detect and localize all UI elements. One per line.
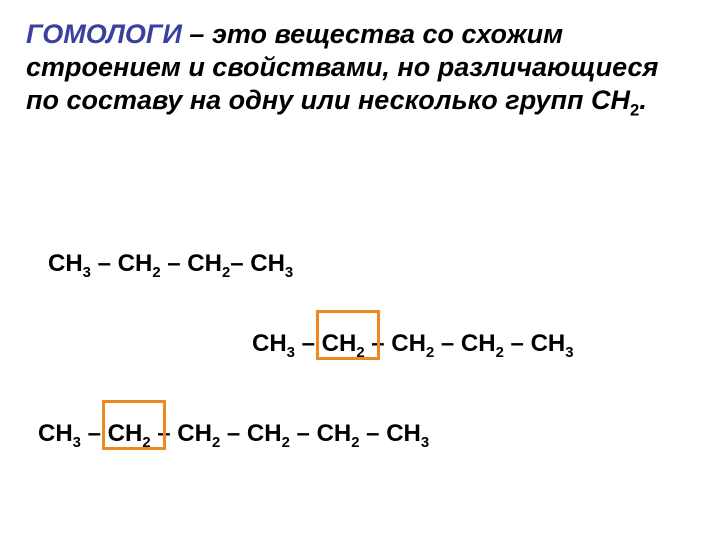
chem-sub: 2 bbox=[152, 265, 160, 281]
definition-ch2: 2 bbox=[630, 85, 639, 115]
definition-term: ГОМОЛОГИ bbox=[26, 19, 182, 49]
chem-sub: 3 bbox=[421, 435, 429, 451]
chem-group: CH bbox=[247, 420, 282, 447]
chem-sub: 3 bbox=[285, 265, 293, 281]
chem-sep: – bbox=[220, 420, 247, 447]
chem-sub: 3 bbox=[565, 345, 573, 361]
formula-pentane: CH3 – CH2 – CH2 – CH2 – CH3 bbox=[252, 330, 574, 358]
chem-group: CH bbox=[177, 420, 212, 447]
slide-root: ГОМОЛОГИ – это вещества со схожим строен… bbox=[0, 0, 720, 540]
chem-group: CH bbox=[461, 330, 496, 357]
formula-hexane: CH3 – CH2 – CH2 – CH2 – CH2 – CH3 bbox=[38, 420, 429, 448]
chem-sep: – bbox=[91, 250, 118, 277]
definition-ch2-sub: 2 bbox=[630, 100, 639, 119]
chem-group: CH bbox=[118, 250, 153, 277]
chem-sep: – bbox=[434, 330, 461, 357]
chem-sep: – bbox=[230, 250, 250, 277]
definition-paragraph: ГОМОЛОГИ – это вещества со схожим строен… bbox=[26, 18, 694, 117]
chem-sep: – bbox=[504, 330, 531, 357]
chem-sub: 3 bbox=[73, 435, 81, 451]
chem-group: CH bbox=[386, 420, 421, 447]
chem-sub: 2 bbox=[282, 435, 290, 451]
chem-group: CH bbox=[252, 330, 287, 357]
chem-group: CH bbox=[317, 420, 352, 447]
chem-group: CH bbox=[187, 250, 222, 277]
chem-group: CH bbox=[250, 250, 285, 277]
chem-sep: – bbox=[161, 250, 188, 277]
chem-sub: 2 bbox=[426, 345, 434, 361]
chem-sub: 2 bbox=[496, 345, 504, 361]
chem-group: CH bbox=[531, 330, 566, 357]
chem-sep: – bbox=[360, 420, 387, 447]
chem-sub: 3 bbox=[287, 345, 295, 361]
definition-dash: – bbox=[182, 19, 212, 49]
highlight-box-hexane-ch2 bbox=[102, 400, 166, 450]
chem-sub: 2 bbox=[351, 435, 359, 451]
formula-butane: CH3 – CH2 – CH2– CH3 bbox=[48, 250, 293, 278]
chem-sep: – bbox=[290, 420, 317, 447]
chem-group: CH bbox=[48, 250, 83, 277]
chem-group: CH bbox=[391, 330, 426, 357]
highlight-box-pentane-ch2 bbox=[316, 310, 380, 360]
chem-sub: 3 bbox=[83, 265, 91, 281]
chem-group: CH bbox=[38, 420, 73, 447]
definition-period: . bbox=[639, 85, 647, 115]
chem-sub: 2 bbox=[212, 435, 220, 451]
chem-sub: 2 bbox=[222, 265, 230, 281]
